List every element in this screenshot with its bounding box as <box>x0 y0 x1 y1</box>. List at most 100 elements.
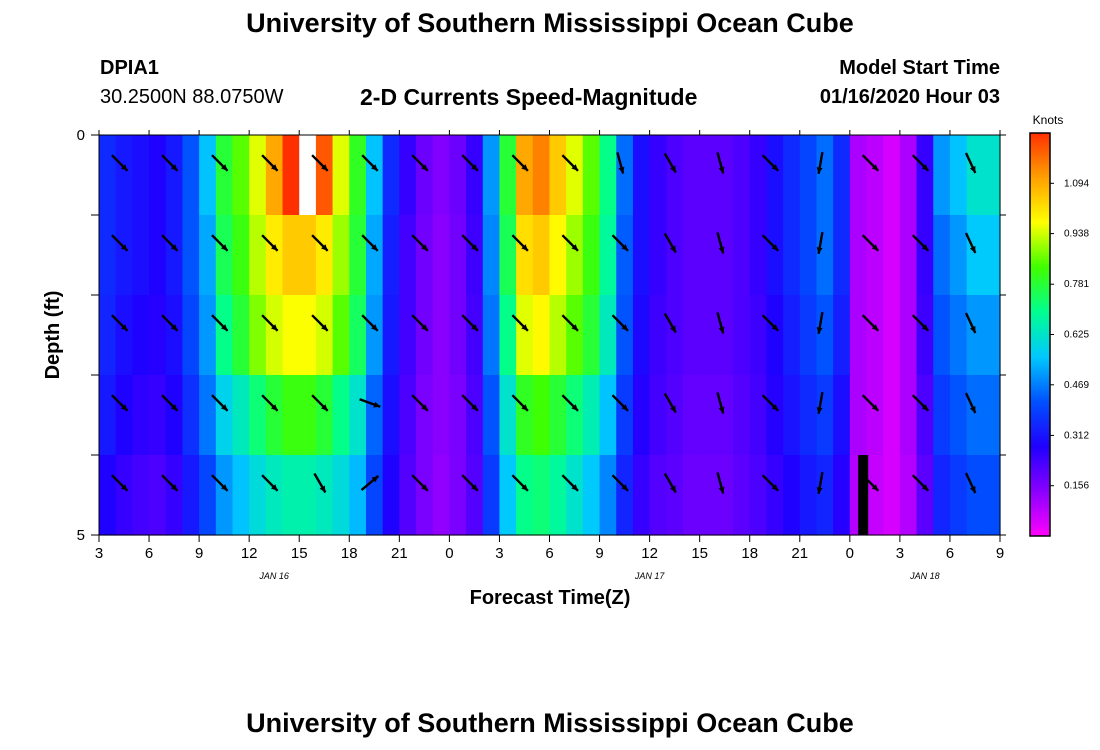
current-arrow <box>964 392 977 414</box>
arrow-head <box>170 164 178 171</box>
date-label: JAN 17 <box>634 571 666 581</box>
arrow-head <box>771 164 779 171</box>
heatmap-cell <box>616 215 634 296</box>
arrow-head <box>670 405 676 413</box>
heatmap-cell <box>349 215 367 296</box>
heatmap-cell <box>599 455 617 536</box>
arrow-head <box>321 404 328 411</box>
arrow-head <box>371 324 378 331</box>
heatmap-cells <box>99 135 1001 536</box>
arrow-head <box>871 404 879 411</box>
x-tick-label: 3 <box>95 545 103 562</box>
heatmap-cell <box>766 135 784 216</box>
arrow-head <box>969 246 976 253</box>
current-arrow <box>511 394 529 412</box>
heatmap-cell <box>966 215 984 296</box>
heatmap-cell <box>549 215 567 296</box>
heatmap-cell <box>599 215 617 296</box>
station-coordinates: 30.2500N 88.0750W <box>100 86 284 108</box>
heatmap-cell <box>649 455 667 536</box>
heatmap-cell <box>649 215 667 296</box>
arrow-head <box>170 404 178 411</box>
heatmap-cell <box>499 295 517 376</box>
heatmap-cell <box>466 295 484 376</box>
current-arrow <box>313 472 327 494</box>
heatmap-cell <box>916 215 934 296</box>
current-arrow <box>964 312 977 334</box>
x-tick-label: 12 <box>641 545 658 562</box>
heatmap-cell <box>682 135 701 216</box>
heatmap-cell <box>766 375 784 456</box>
x-tick-label: 6 <box>145 545 153 562</box>
current-arrow <box>111 394 129 412</box>
x-tick-label: 9 <box>195 545 203 562</box>
y-tick-label: 0 <box>77 127 85 144</box>
heatmap-cell <box>899 455 918 536</box>
current-arrow <box>461 154 479 172</box>
heatmap-cell <box>499 135 517 216</box>
arrow-head <box>871 324 879 331</box>
heatmap-cell <box>783 135 801 216</box>
arrow-head <box>670 165 676 173</box>
heatmap-cell <box>399 375 417 456</box>
heatmap-cell <box>816 135 834 216</box>
current-arrow <box>561 234 579 252</box>
heatmap-cell <box>816 215 834 296</box>
heatmap-cell <box>299 375 317 456</box>
current-arrow <box>411 314 429 332</box>
heatmap-cell <box>199 375 217 456</box>
arrow-head <box>521 164 528 171</box>
current-arrow <box>716 312 725 334</box>
heatmap-cell <box>399 215 417 296</box>
current-arrow <box>911 314 930 332</box>
heatmap-cell <box>833 375 851 456</box>
heatmap-cell <box>249 295 267 376</box>
heatmap-cell <box>382 215 400 296</box>
arrow-head <box>421 484 428 491</box>
arrow-head <box>120 324 128 331</box>
heatmap-cell <box>365 295 384 376</box>
heatmap-cell <box>349 375 367 456</box>
current-arrow <box>663 232 677 254</box>
heatmap-cell <box>165 215 184 296</box>
heatmap-cell <box>299 215 317 296</box>
arrow-head <box>521 484 528 491</box>
heatmap-cell <box>499 375 517 456</box>
heatmap-cell <box>616 295 634 376</box>
current-arrow <box>911 154 930 172</box>
x-tick-label: 9 <box>595 545 603 562</box>
current-arrow <box>211 314 229 332</box>
heatmap-cell <box>916 455 934 536</box>
current-arrow <box>611 314 629 332</box>
heatmap-cell <box>733 375 751 456</box>
heatmap-cell <box>766 215 784 296</box>
arrow-head <box>371 475 379 483</box>
heatmap-cell <box>649 295 667 376</box>
heatmap-cell <box>549 295 567 376</box>
current-arrow <box>816 311 824 335</box>
heatmap-cell <box>582 455 601 536</box>
current-arrow <box>311 394 329 412</box>
arrow-head <box>771 244 779 251</box>
heatmap-cell <box>182 455 200 536</box>
colorbar-tick-label: 1.094 <box>1064 178 1089 189</box>
arrow-head <box>621 244 628 251</box>
heatmap-cell <box>933 375 951 456</box>
heatmap-cell <box>165 135 184 216</box>
page-title: University of Southern Mississippi Ocean… <box>246 8 854 38</box>
heatmap-cell <box>916 375 934 456</box>
heatmap-cell <box>416 135 434 216</box>
heatmap-cell <box>849 135 868 216</box>
current-arrow <box>861 234 880 252</box>
x-tick-label: 15 <box>291 545 308 562</box>
arrow-head <box>319 485 326 493</box>
current-arrow <box>111 314 129 332</box>
current-arrow <box>716 152 725 174</box>
arrow-head <box>718 406 725 414</box>
arrow-head <box>321 164 328 171</box>
current-arrow <box>461 394 479 412</box>
heatmap-cell <box>299 295 317 376</box>
heatmap-cell <box>149 295 167 376</box>
heatmap-cell <box>449 375 467 456</box>
current-arrow <box>616 152 625 174</box>
